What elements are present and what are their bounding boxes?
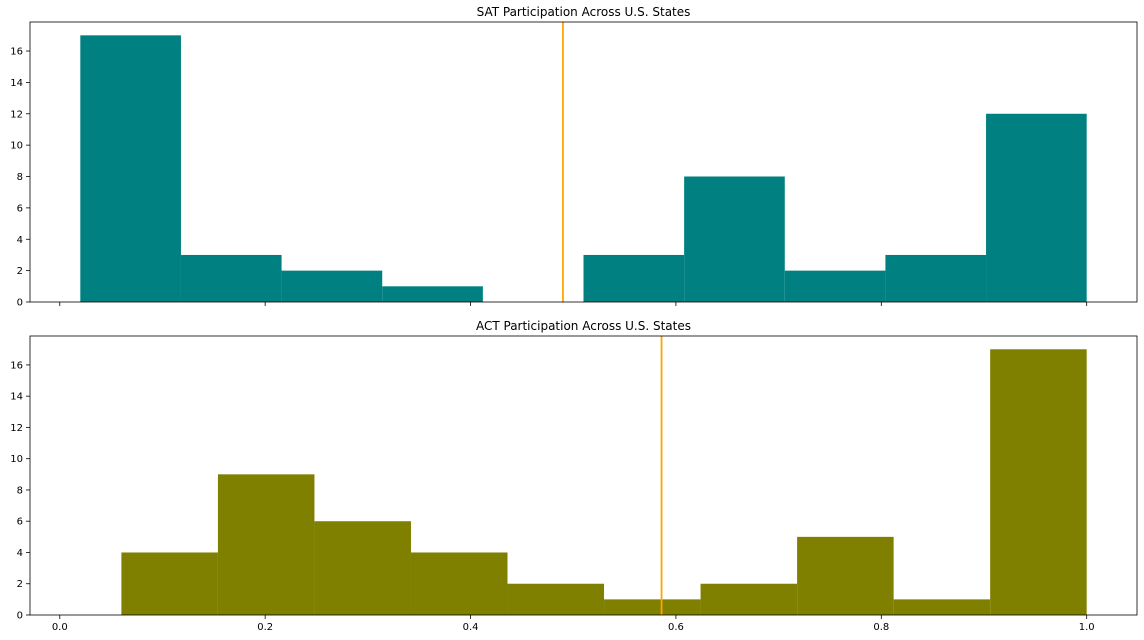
sat-chart-title: SAT Participation Across U.S. States bbox=[477, 5, 691, 19]
sat-bar-6 bbox=[684, 176, 785, 302]
sat-ytick-label-16: 16 bbox=[10, 47, 23, 58]
sat-x-axis bbox=[59, 302, 1088, 306]
act-ytick-label-6: 6 bbox=[17, 517, 23, 528]
sat-ytick-label-0: 0 bbox=[17, 298, 23, 309]
act-bar-8 bbox=[893, 599, 991, 615]
sat-axes-frame bbox=[29, 21, 1138, 303]
sat-ytick-label-4: 4 bbox=[17, 235, 23, 246]
sat-bar-3 bbox=[382, 286, 483, 302]
sat-bar-7 bbox=[784, 270, 886, 302]
sat-y-axis: 0 2 4 6 8 10 12 14 16 bbox=[10, 47, 30, 309]
act-bar-4 bbox=[507, 583, 605, 615]
act-xtick-label-0: 0.0 bbox=[52, 622, 68, 633]
sat-bars bbox=[80, 35, 1087, 302]
act-bar-7 bbox=[797, 536, 894, 615]
act-ytick-label-10: 10 bbox=[10, 454, 23, 465]
act-xtick-label-3: 0.6 bbox=[668, 622, 684, 633]
sat-ytick-label-8: 8 bbox=[17, 172, 23, 183]
sat-ytick-label-14: 14 bbox=[10, 78, 23, 89]
act-y-axis: 0 2 4 6 8 10 12 14 16 bbox=[10, 360, 30, 622]
act-bar-9 bbox=[990, 349, 1087, 615]
sat-ytick-label-2: 2 bbox=[17, 266, 23, 277]
act-axes-frame bbox=[29, 335, 1138, 616]
act-bar-3 bbox=[410, 552, 508, 615]
sat-ytick-label-10: 10 bbox=[10, 141, 23, 152]
sat-bar-5 bbox=[583, 254, 685, 302]
act-bar-1 bbox=[217, 474, 315, 615]
act-ytick-label-16: 16 bbox=[10, 360, 23, 371]
sat-bar-2 bbox=[281, 270, 383, 302]
act-ytick-label-14: 14 bbox=[10, 392, 23, 403]
act-xtick-label-5: 1.0 bbox=[1079, 622, 1095, 633]
sat-bar-1 bbox=[180, 254, 282, 302]
act-bars bbox=[121, 349, 1087, 615]
act-bar-0 bbox=[121, 552, 218, 615]
act-ytick-label-0: 0 bbox=[17, 611, 23, 622]
act-xtick-label-1: 0.2 bbox=[257, 622, 273, 633]
sat-ytick-label-12: 12 bbox=[10, 109, 23, 120]
act-ytick-label-2: 2 bbox=[17, 579, 23, 590]
sat-bar-9 bbox=[986, 113, 1087, 302]
sat-ytick-label-6: 6 bbox=[17, 203, 23, 214]
act-bar-2 bbox=[314, 521, 411, 615]
act-ytick-label-12: 12 bbox=[10, 423, 23, 434]
act-chart-title: ACT Participation Across U.S. States bbox=[476, 319, 691, 333]
sat-bar-0 bbox=[80, 35, 181, 302]
act-bar-5 bbox=[604, 599, 701, 615]
act-x-axis: 0.0 0.2 0.4 0.6 0.8 1.0 bbox=[52, 615, 1095, 633]
act-xtick-label-2: 0.4 bbox=[463, 622, 479, 633]
act-histogram-panel: ACT Participation Across U.S. States 0 2 4… bbox=[10, 319, 1138, 633]
act-bar-6 bbox=[700, 583, 798, 615]
sat-bar-8 bbox=[885, 254, 987, 302]
sat-histogram-panel: SAT Participation Across U.S. States 0 2 4… bbox=[10, 5, 1138, 309]
act-ytick-label-8: 8 bbox=[17, 485, 23, 496]
act-ytick-label-4: 4 bbox=[17, 548, 23, 559]
act-xtick-label-4: 0.8 bbox=[873, 622, 889, 633]
